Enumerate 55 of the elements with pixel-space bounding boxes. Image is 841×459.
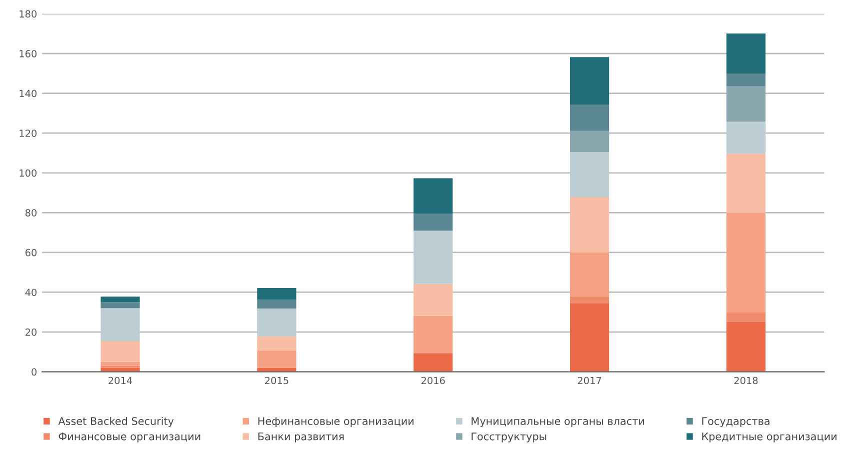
bar [414,284,453,316]
bar [257,336,296,350]
bar [726,122,766,154]
bar [570,104,610,131]
bar [414,230,453,284]
x-tick-label: 2014 [108,376,132,384]
x-tick-label: 2017 [578,376,602,384]
bar [100,308,140,341]
x-tick-label: 2015 [265,376,288,384]
bar [100,362,140,366]
bar [414,353,453,372]
bar [100,340,140,362]
bar [257,288,296,300]
bar [414,178,453,214]
bar [100,296,140,302]
bar [726,73,766,86]
legend-label: Asset Backed Security [58,416,174,428]
y-tick-label: 180 [20,10,37,18]
bar [257,308,296,336]
legend-label: Финансовые организации [58,432,200,442]
y-tick-label: 80 [25,209,37,216]
bar [414,316,453,354]
y-tick-label: 160 [20,50,37,58]
legend-label: Банки развития [258,432,344,442]
bar [726,312,766,322]
bar [726,322,766,372]
bar [100,302,140,308]
bar [570,196,610,252]
bar [726,86,766,122]
legend-label: Государства [702,417,770,428]
bar [570,130,610,152]
y-tick-label: 120 [20,130,37,137]
bar [570,57,610,104]
bar [726,33,766,74]
bar [257,300,296,309]
bar [570,303,610,372]
x-tick-label: 2016 [421,376,445,384]
x-tick-label: 2018 [734,376,758,384]
bar [570,152,610,197]
y-tick-label: 40 [25,288,37,296]
y-tick-label: 60 [25,248,37,256]
legend-label: Нефинансовые организации [258,417,414,428]
bar [726,154,766,213]
bar [570,252,610,296]
bar [570,296,610,304]
y-tick-label: 20 [26,328,37,336]
bar [414,214,453,231]
y-tick-label: 140 [20,90,37,98]
legend-label: Кредитные организации [702,432,836,442]
bar [257,350,296,368]
bar [726,212,766,313]
legend-label: Госструктуры [472,432,546,442]
y-tick-label: 100 [20,169,37,177]
y-tick-label: 0 [32,368,37,376]
legend-label: Муниципальные органы власти [472,417,644,428]
